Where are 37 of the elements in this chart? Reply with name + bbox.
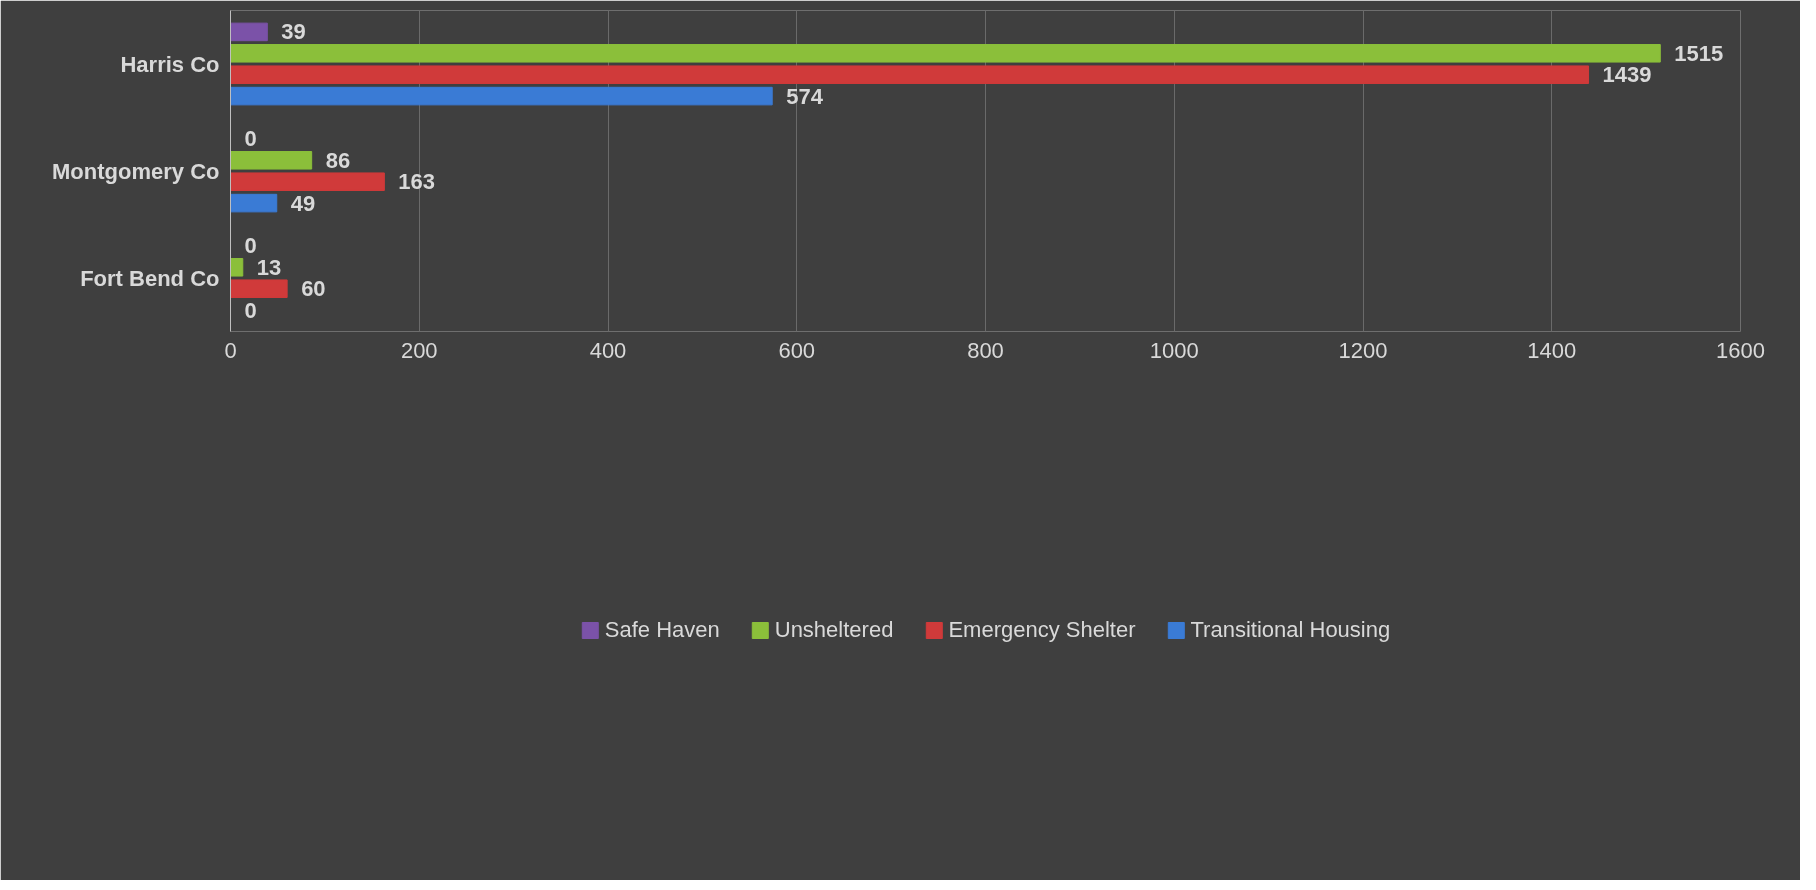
data-label: 39 (281, 19, 306, 45)
bar (230, 22, 268, 42)
data-label: 13 (256, 254, 282, 280)
bar (230, 151, 313, 170)
y-tick-label: Fort Bend Co (80, 265, 220, 291)
data-label: 49 (290, 190, 316, 216)
data-label: 1439 (1602, 62, 1652, 88)
bar (230, 193, 278, 213)
data-label: 0 (244, 233, 257, 259)
data-label: 0 (244, 297, 257, 323)
data-label: 1515 (1674, 40, 1724, 66)
data-label: 86 (325, 147, 351, 173)
x-tick-label: 1600 (1716, 337, 1765, 363)
data-label: 163 (398, 169, 436, 195)
bar (230, 44, 1661, 63)
legend-label: Emergency Shelter (948, 617, 1136, 643)
bar (230, 258, 244, 277)
legend-label: Unsheltered (774, 617, 894, 643)
legend-label: Safe Haven (604, 617, 720, 643)
y-tick-label: Montgomery Co (52, 158, 220, 184)
x-tick-label: 400 (589, 337, 627, 363)
x-tick-label: 600 (778, 337, 816, 363)
x-tick-label: 1400 (1527, 337, 1577, 363)
bar (230, 172, 385, 191)
y-tick-label: Harris Co (120, 51, 220, 77)
data-label: 0 (244, 126, 257, 152)
x-tick-label: 1200 (1338, 337, 1388, 363)
x-tick-label: 0 (224, 337, 237, 363)
bar (230, 65, 1590, 84)
x-tick-label: 800 (967, 337, 1004, 363)
bar (230, 279, 288, 298)
bar (230, 86, 773, 106)
data-label: 60 (301, 276, 326, 302)
x-tick-label: 1000 (1149, 337, 1199, 363)
data-label: 574 (786, 83, 824, 109)
legend-label: Transitional Housing (1190, 617, 1391, 643)
x-tick-label: 200 (400, 337, 438, 363)
